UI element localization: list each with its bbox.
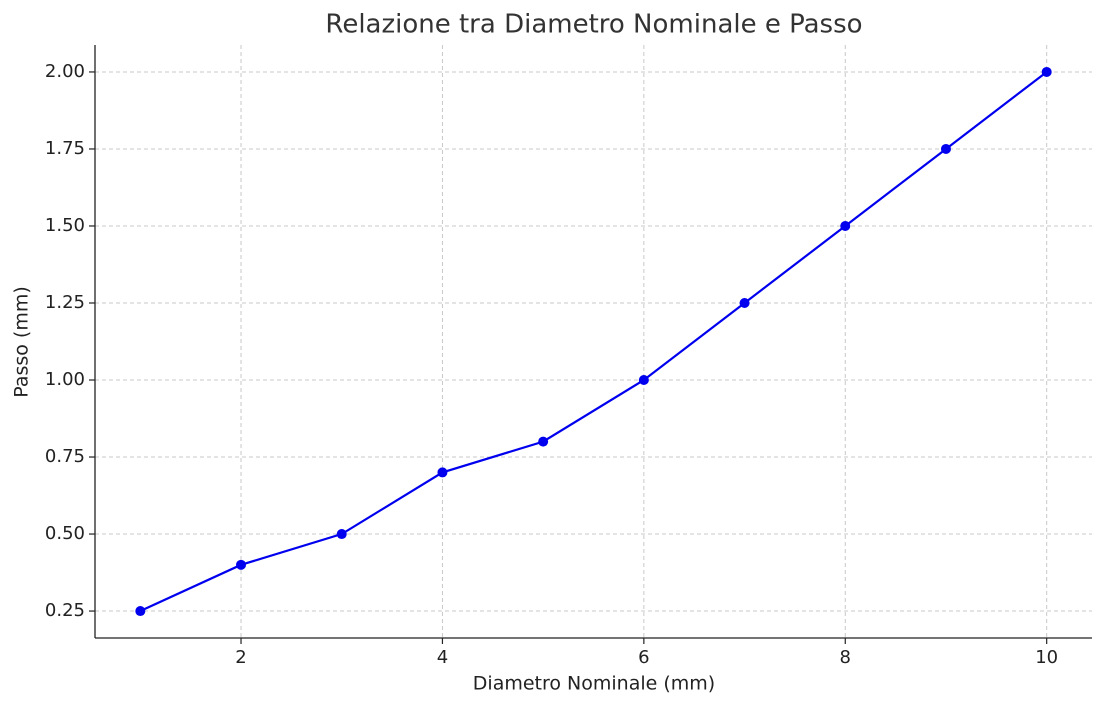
data-point — [437, 467, 448, 478]
data-point — [236, 559, 247, 570]
y-tick-label: 0.50 — [45, 523, 85, 544]
x-tick-label: 10 — [1035, 647, 1058, 668]
x-tick-label: 2 — [235, 647, 246, 668]
x-tick-label: 4 — [437, 647, 448, 668]
data-point — [538, 436, 549, 447]
x-tick-label: 6 — [638, 647, 649, 668]
y-tick-label: 1.00 — [45, 369, 85, 390]
y-tick-label: 0.75 — [45, 446, 85, 467]
x-tick-label: 8 — [840, 647, 851, 668]
data-point — [135, 606, 146, 617]
data-point — [940, 143, 951, 154]
data-point — [840, 220, 851, 231]
y-axis-label: Passo (mm) — [11, 286, 33, 398]
y-tick-label: 2.00 — [45, 61, 85, 82]
y-tick-label: 1.50 — [45, 215, 85, 236]
x-axis-label: Diametro Nominale (mm) — [473, 673, 715, 695]
data-point — [638, 375, 649, 386]
chart-title: Relazione tra Diametro Nominale e Passo — [325, 10, 862, 40]
y-tick-label: 0.25 — [45, 600, 85, 621]
data-point — [336, 529, 347, 540]
data-point — [1041, 66, 1052, 77]
data-line — [139, 71, 1048, 613]
data-point — [739, 297, 750, 308]
y-tick-label: 1.75 — [45, 138, 85, 159]
y-tick-label: 1.25 — [45, 292, 85, 313]
